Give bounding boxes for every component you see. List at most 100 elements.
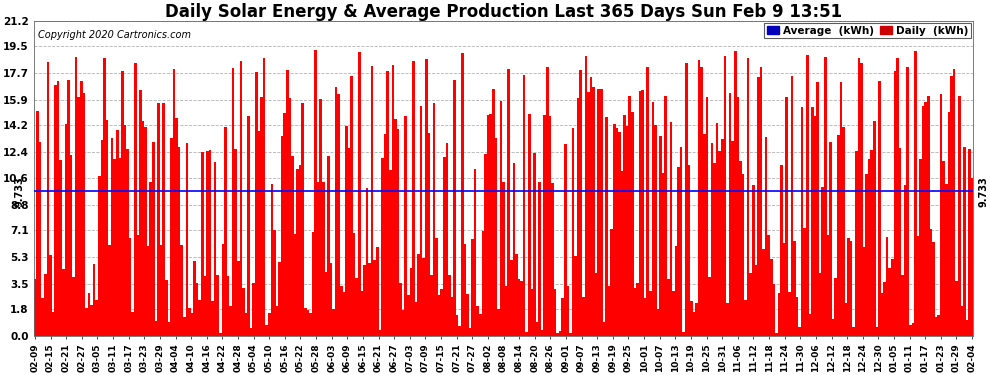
Bar bbox=[384, 134, 386, 336]
Bar bbox=[724, 57, 727, 336]
Bar bbox=[878, 81, 881, 336]
Bar bbox=[842, 127, 844, 336]
Bar bbox=[479, 314, 481, 336]
Bar bbox=[119, 158, 121, 336]
Bar bbox=[214, 162, 217, 336]
Bar bbox=[891, 259, 894, 336]
Bar bbox=[198, 300, 201, 336]
Bar bbox=[196, 283, 198, 336]
Bar bbox=[909, 326, 912, 336]
Legend: Average  (kWh), Daily  (kWh): Average (kWh), Daily (kWh) bbox=[764, 23, 971, 38]
Bar bbox=[428, 133, 430, 336]
Bar bbox=[804, 228, 806, 336]
Bar bbox=[531, 290, 534, 336]
Bar bbox=[582, 297, 585, 336]
Bar bbox=[894, 71, 896, 336]
Bar bbox=[759, 67, 762, 336]
Bar bbox=[347, 148, 350, 336]
Bar bbox=[556, 333, 559, 336]
Bar bbox=[837, 135, 840, 336]
Bar bbox=[551, 183, 553, 336]
Bar bbox=[907, 67, 909, 336]
Bar bbox=[896, 58, 899, 336]
Bar bbox=[616, 128, 618, 336]
Bar bbox=[559, 331, 561, 336]
Bar bbox=[335, 87, 338, 336]
Bar bbox=[95, 300, 98, 336]
Bar bbox=[667, 279, 669, 336]
Bar bbox=[662, 173, 664, 336]
Bar bbox=[265, 326, 268, 336]
Bar bbox=[585, 56, 587, 336]
Bar bbox=[930, 229, 933, 336]
Bar bbox=[443, 157, 446, 336]
Bar bbox=[742, 174, 744, 336]
Bar bbox=[644, 297, 646, 336]
Bar bbox=[114, 159, 116, 336]
Bar bbox=[855, 151, 857, 336]
Bar bbox=[438, 295, 441, 336]
Bar bbox=[685, 63, 688, 336]
Bar bbox=[154, 321, 157, 336]
Bar bbox=[471, 239, 474, 336]
Bar bbox=[688, 165, 690, 336]
Bar bbox=[149, 182, 152, 336]
Bar bbox=[605, 117, 608, 336]
Bar bbox=[740, 160, 742, 336]
Bar bbox=[611, 229, 613, 336]
Bar bbox=[631, 112, 634, 336]
Bar bbox=[857, 58, 860, 336]
Bar bbox=[669, 122, 672, 336]
Bar bbox=[940, 94, 942, 336]
Bar bbox=[809, 314, 811, 336]
Bar bbox=[309, 314, 312, 336]
Bar bbox=[281, 136, 283, 336]
Bar bbox=[85, 308, 88, 336]
Bar bbox=[50, 255, 51, 336]
Bar bbox=[397, 129, 399, 336]
Bar bbox=[729, 93, 732, 336]
Bar bbox=[140, 90, 142, 336]
Bar bbox=[569, 333, 572, 336]
Bar bbox=[806, 55, 809, 336]
Bar bbox=[708, 277, 711, 336]
Bar bbox=[381, 158, 384, 336]
Bar bbox=[695, 303, 698, 336]
Bar bbox=[301, 104, 304, 336]
Bar bbox=[262, 58, 265, 336]
Bar bbox=[360, 291, 363, 336]
Bar bbox=[407, 296, 410, 336]
Bar bbox=[561, 298, 564, 336]
Bar bbox=[425, 59, 428, 336]
Bar bbox=[865, 174, 868, 336]
Bar bbox=[152, 142, 154, 336]
Bar bbox=[283, 113, 286, 336]
Bar bbox=[327, 156, 330, 336]
Bar bbox=[147, 246, 149, 336]
Bar bbox=[629, 96, 631, 336]
Bar bbox=[646, 67, 649, 336]
Bar bbox=[476, 306, 479, 336]
Bar bbox=[528, 114, 531, 336]
Bar bbox=[546, 67, 548, 336]
Bar bbox=[541, 330, 544, 336]
Bar bbox=[257, 131, 260, 336]
Bar bbox=[88, 293, 90, 336]
Bar bbox=[824, 57, 827, 336]
Bar bbox=[752, 185, 754, 336]
Bar bbox=[322, 182, 325, 336]
Bar bbox=[598, 89, 600, 336]
Bar bbox=[299, 165, 301, 336]
Bar bbox=[211, 302, 214, 336]
Bar bbox=[875, 327, 878, 336]
Bar bbox=[920, 159, 922, 336]
Bar bbox=[965, 320, 968, 336]
Bar bbox=[680, 147, 682, 336]
Bar bbox=[206, 152, 209, 336]
Bar bbox=[365, 188, 368, 336]
Bar bbox=[304, 308, 307, 336]
Bar bbox=[142, 121, 145, 336]
Bar bbox=[933, 242, 935, 336]
Bar bbox=[577, 99, 579, 336]
Bar bbox=[791, 76, 793, 336]
